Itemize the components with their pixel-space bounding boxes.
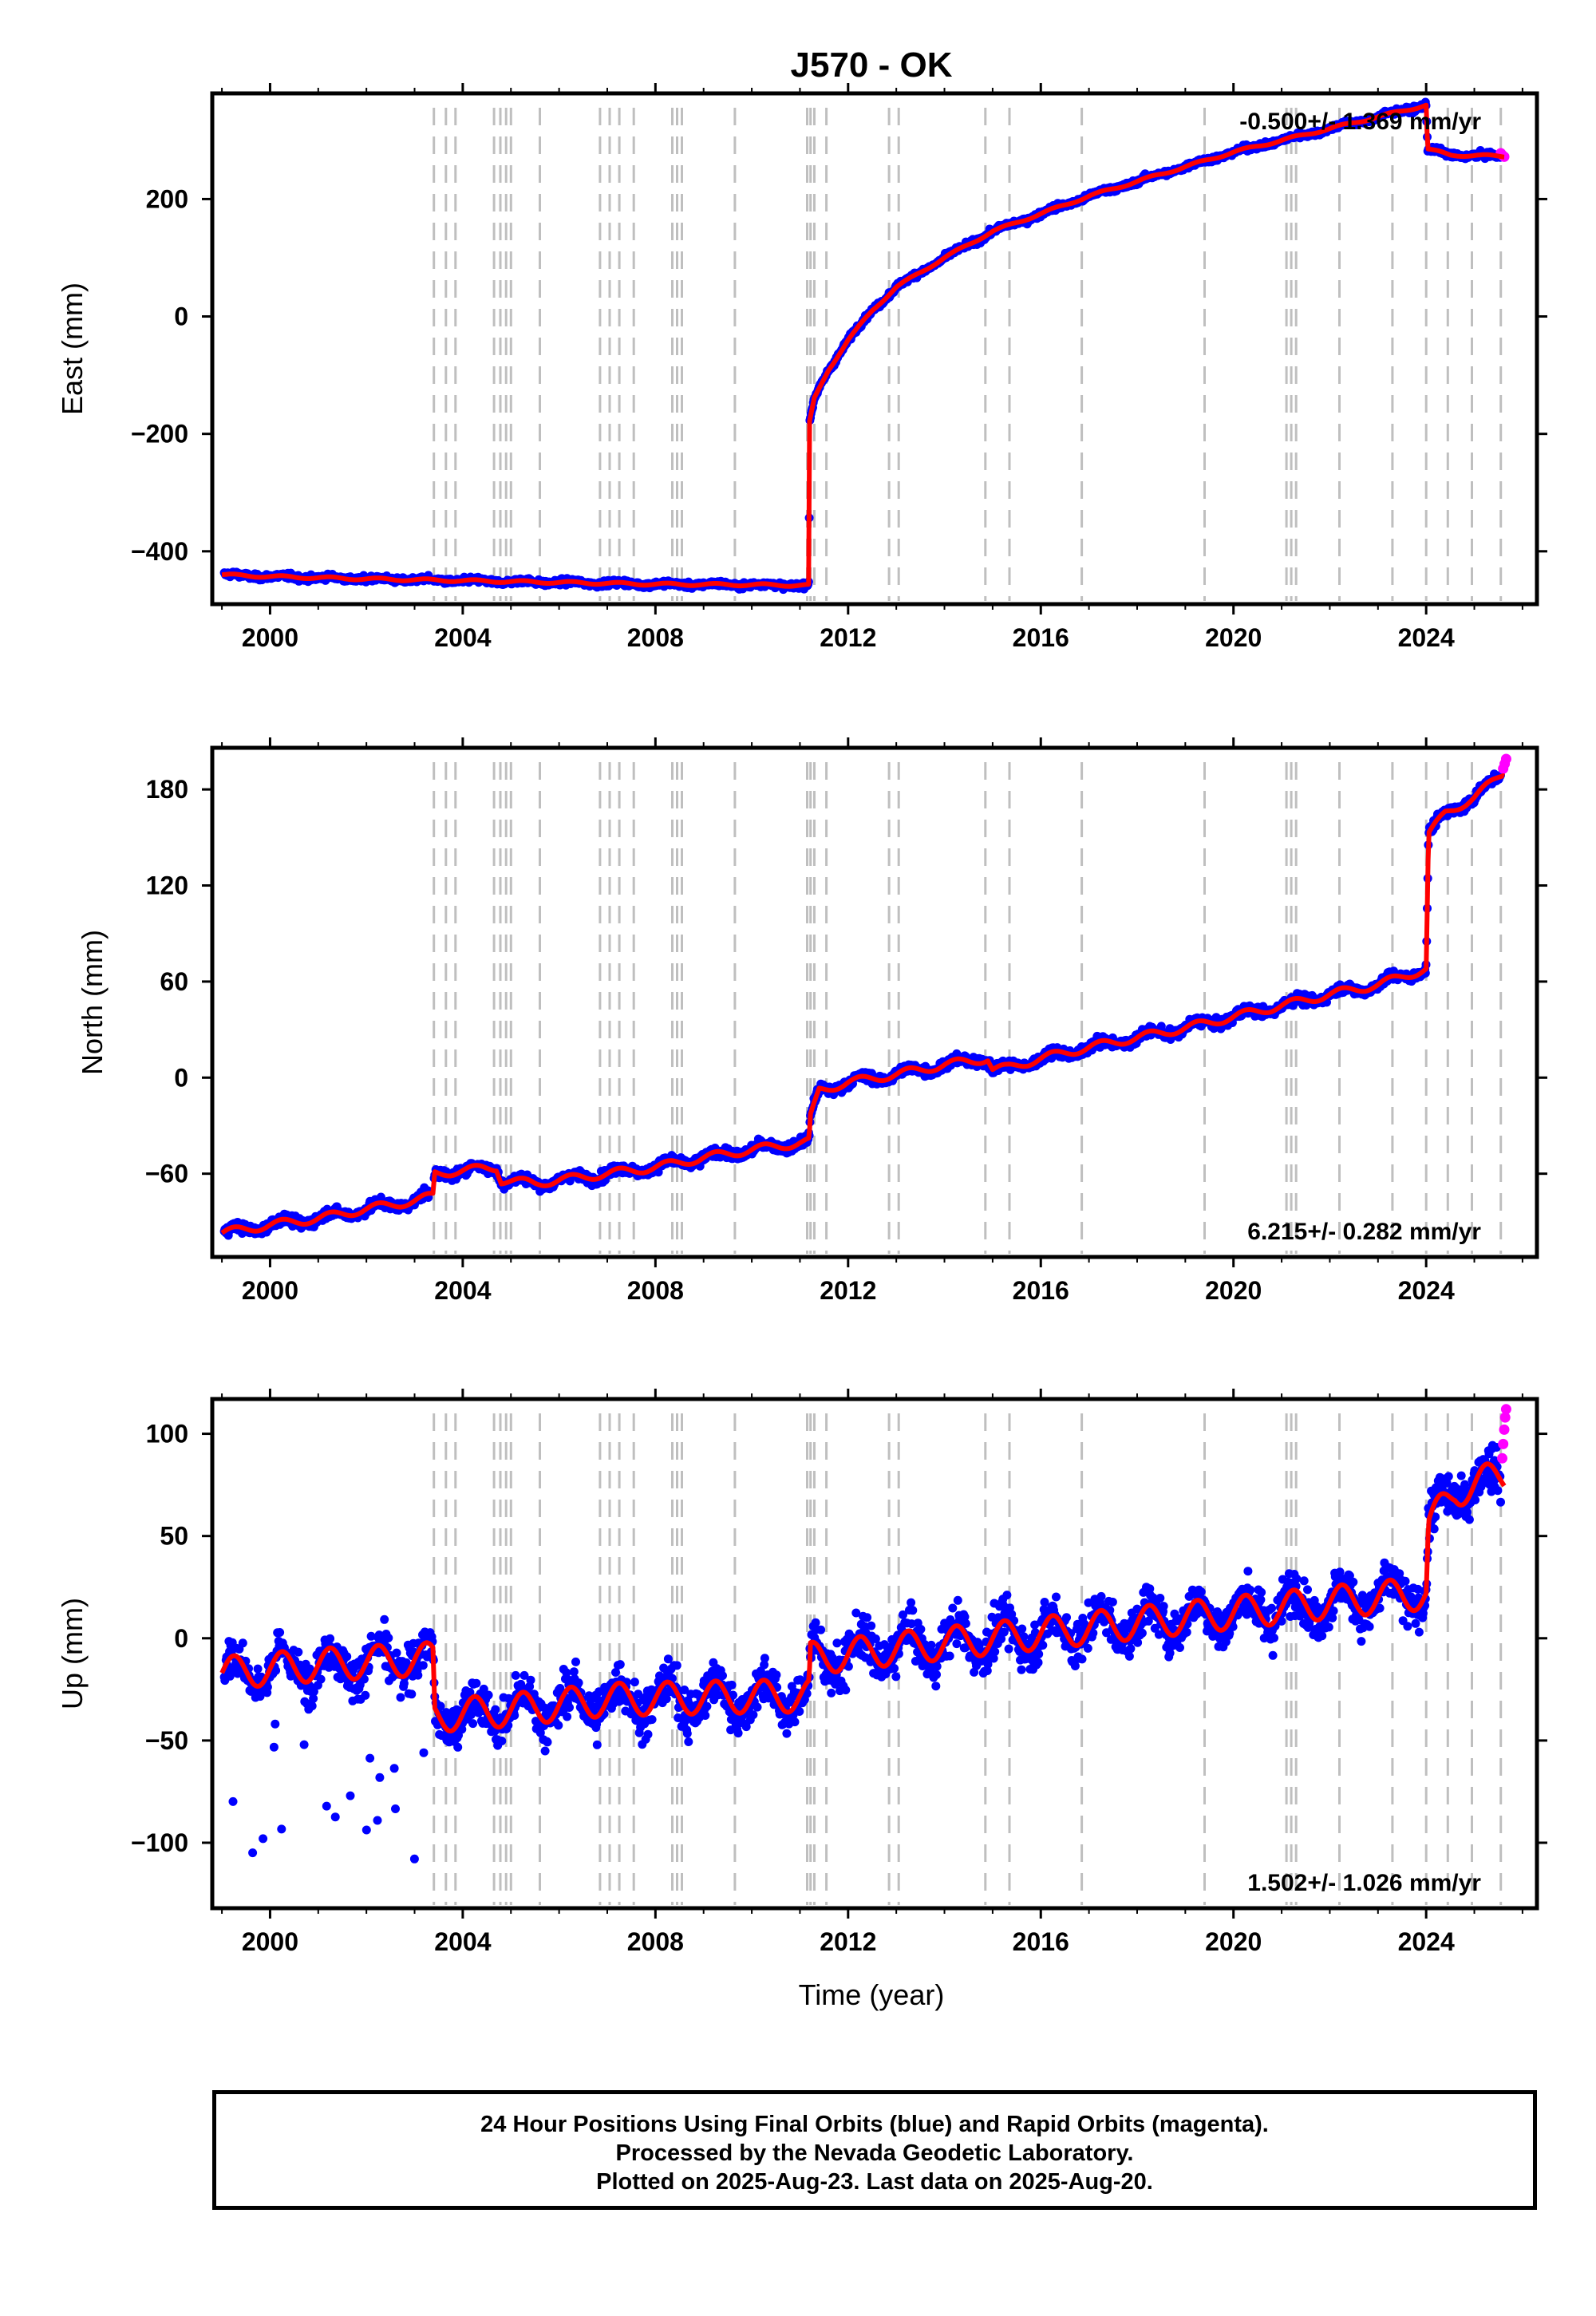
model-line (220, 102, 1506, 589)
data-point (275, 1628, 285, 1637)
x-tick-label: 2020 (1205, 1276, 1262, 1305)
x-tick-label: 2008 (627, 623, 684, 652)
y-ticks: −400 −200 0 200 (131, 184, 1547, 566)
y-tick-label: −200 (131, 420, 188, 449)
data-point (248, 1848, 258, 1858)
x-tick-label: 2024 (1398, 623, 1455, 652)
panel-east: 2000 2004 2008 2012 2016 2020 2024 −400 −200 0 200… (56, 83, 1547, 652)
x-tick-label: 2020 (1205, 623, 1262, 652)
x-tick-label: 2024 (1398, 1276, 1455, 1305)
x-tick-label: 2012 (820, 623, 876, 652)
data-point (277, 1824, 286, 1834)
y-axis-label: North (mm) (76, 930, 109, 1075)
rapid-orbit-points (1498, 753, 1511, 774)
x-tick-label: 2016 (1013, 1276, 1069, 1305)
rate-label: 6.215+/- 0.282 mm/yr (1247, 1219, 1481, 1245)
panel-up: 2000 2004 2008 2012 2016 2020 2024−100−5005010… (56, 1389, 1547, 1956)
x-tick-label: 2008 (627, 1276, 684, 1305)
data-point (238, 1638, 247, 1648)
data-point (322, 1801, 331, 1811)
data-point (316, 1674, 326, 1684)
x-tick-label: 2000 (242, 1276, 298, 1305)
rate-label: -0.500+/- 1.369 mm/yr (1239, 109, 1481, 135)
y-axis-label: East (mm) (56, 283, 89, 415)
panel-north: 2000 2004 2008 2012 2016 2020 2024 −60 0 60 120 180… (76, 737, 1547, 1305)
data-point (294, 1647, 303, 1657)
final-orbit-points (219, 97, 1505, 595)
data-point (253, 1664, 263, 1674)
final-orbit-points (219, 1441, 1505, 1863)
final-orbit-points (219, 769, 1505, 1240)
time-series-chart: J570 - OK 2000 2004 2008 2012 2016 2020 2024−4… (56, 45, 1547, 2011)
data-point (326, 1634, 335, 1643)
panels: 2000 2004 2008 2012 2016 2020 2024−400−2000200… (56, 83, 1547, 1956)
y-tick-label: −400 (131, 537, 188, 566)
data-point (299, 1740, 309, 1749)
data-point (271, 1719, 280, 1729)
chart-title: J570 - OK (791, 45, 953, 85)
event-lines (433, 108, 1503, 601)
data-point (361, 1825, 371, 1835)
x-ticks: 2000 2004 2008 2012 2016 2020 2024 (221, 83, 1523, 652)
x-tick-label: 2000 (242, 623, 298, 652)
data-point (346, 1791, 355, 1800)
data-point (342, 1652, 352, 1662)
data-point (269, 1742, 279, 1752)
data-point (307, 1701, 317, 1711)
x-tick-label: 2004 (434, 623, 491, 652)
y-tick-label: −60 (145, 1160, 188, 1188)
y-tick-label: 200 (146, 184, 188, 213)
y-tick-label: 60 (160, 967, 188, 996)
y-tick-label: 180 (146, 775, 188, 804)
y-tick-label: 120 (146, 871, 188, 900)
data-point (330, 1812, 340, 1822)
data-point (375, 1773, 385, 1782)
y-tick-label: 0 (174, 1063, 188, 1092)
x-tick-label: 2004 (434, 1276, 491, 1305)
data-point (365, 1753, 375, 1763)
y-tick-label: 0 (174, 302, 188, 331)
data-point (373, 1816, 382, 1825)
x-tick-label: 2012 (820, 1276, 876, 1305)
rapid-point (1500, 753, 1511, 765)
data-point (361, 1690, 370, 1700)
x-tick-label: 2016 (1013, 623, 1069, 652)
data-point (259, 1834, 268, 1844)
data-point (228, 1796, 238, 1806)
